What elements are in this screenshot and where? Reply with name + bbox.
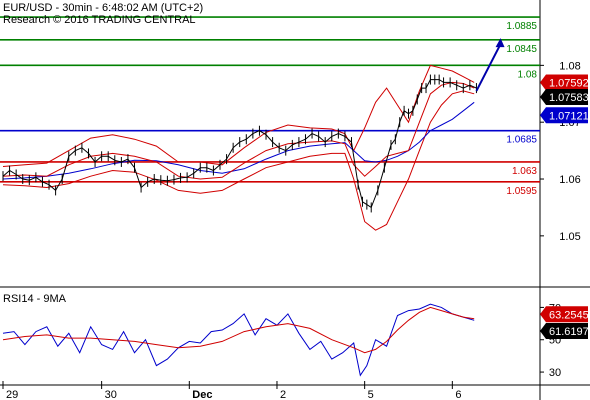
copyright-text: Research © 2016 TRADING CENTRAL [3, 14, 196, 26]
level-label-resistance-2: 1.0845 [506, 44, 537, 55]
level-label-resistance-3: 1.0885 [506, 21, 537, 32]
current-price-tag-bg [540, 89, 588, 106]
series-price [2, 79, 477, 209]
series-bb-upper [2, 64, 475, 167]
rsi-panel [2, 303, 475, 377]
forecast-arrow-head [495, 38, 505, 48]
bb-upper-tag-label: 1.07592 [549, 78, 589, 90]
series-ma-slow [2, 101, 475, 180]
current-price-tag: 1.07583 [540, 89, 589, 106]
current-price-tag-label: 1.07583 [549, 92, 589, 104]
x-tick-label: Dec [192, 389, 212, 400]
forecast-arrow [475, 38, 505, 92]
level-label-pivot: 1.0685 [506, 135, 537, 146]
series-bb-lower [2, 90, 475, 231]
axes: 1.081.071.061.057050302930Dec256 [2, 60, 581, 400]
bb-upper-tag-bg [540, 74, 588, 91]
price-levels: 1.0885 1.0845 1.08 1.0685 1.063 1.0595 [0, 16, 540, 197]
x-tick-label: 2 [280, 389, 286, 400]
series-rsi-ma [2, 306, 475, 354]
bb-lower-tag-label: 1.07121 [549, 110, 589, 122]
price-tick-label: 1.05 [559, 231, 580, 243]
forecast-arrow-shaft [475, 43, 502, 92]
rsi-ma-tag-label: 63.2545 [549, 309, 589, 321]
rsi-value-tag-label: 61.6197 [549, 326, 589, 338]
x-tick-label: 5 [368, 389, 374, 400]
rsi-value-tag-bg [540, 322, 588, 339]
chart-title: EUR/USD - 30min - 6:48:02 AM (UTC+2) [3, 2, 204, 14]
rsi-ma-tag: 63.2545 [540, 306, 589, 323]
bb-lower-tag-bg [540, 107, 588, 124]
level-label-support-1: 1.063 [512, 166, 537, 177]
x-tick-label: 30 [105, 389, 117, 400]
x-tick-label: 6 [455, 389, 461, 400]
price-tick-label: 1.06 [559, 174, 580, 186]
bb-lower-tag: 1.07121 [540, 107, 589, 124]
x-tick-label: 29 [6, 389, 18, 400]
rsi-ma-tag-bg [540, 306, 588, 323]
price-panel [2, 64, 477, 231]
price-tick-label: 1.08 [559, 60, 580, 72]
series-rsi [2, 303, 475, 377]
bb-upper-tag: 1.07592 [540, 74, 589, 91]
value-tags: 1.07592 1.07583 1.07121 63.2545 61.6197 [540, 74, 589, 339]
rsi-tick-label: 30 [549, 367, 561, 379]
level-label-support-2: 1.0595 [506, 186, 537, 197]
level-label-resistance-1: 1.08 [518, 69, 538, 80]
rsi-title: RSI14 - 9MA [3, 293, 66, 305]
rsi-value-tag: 61.6197 [540, 322, 589, 339]
series-ma-fast [2, 81, 475, 180]
